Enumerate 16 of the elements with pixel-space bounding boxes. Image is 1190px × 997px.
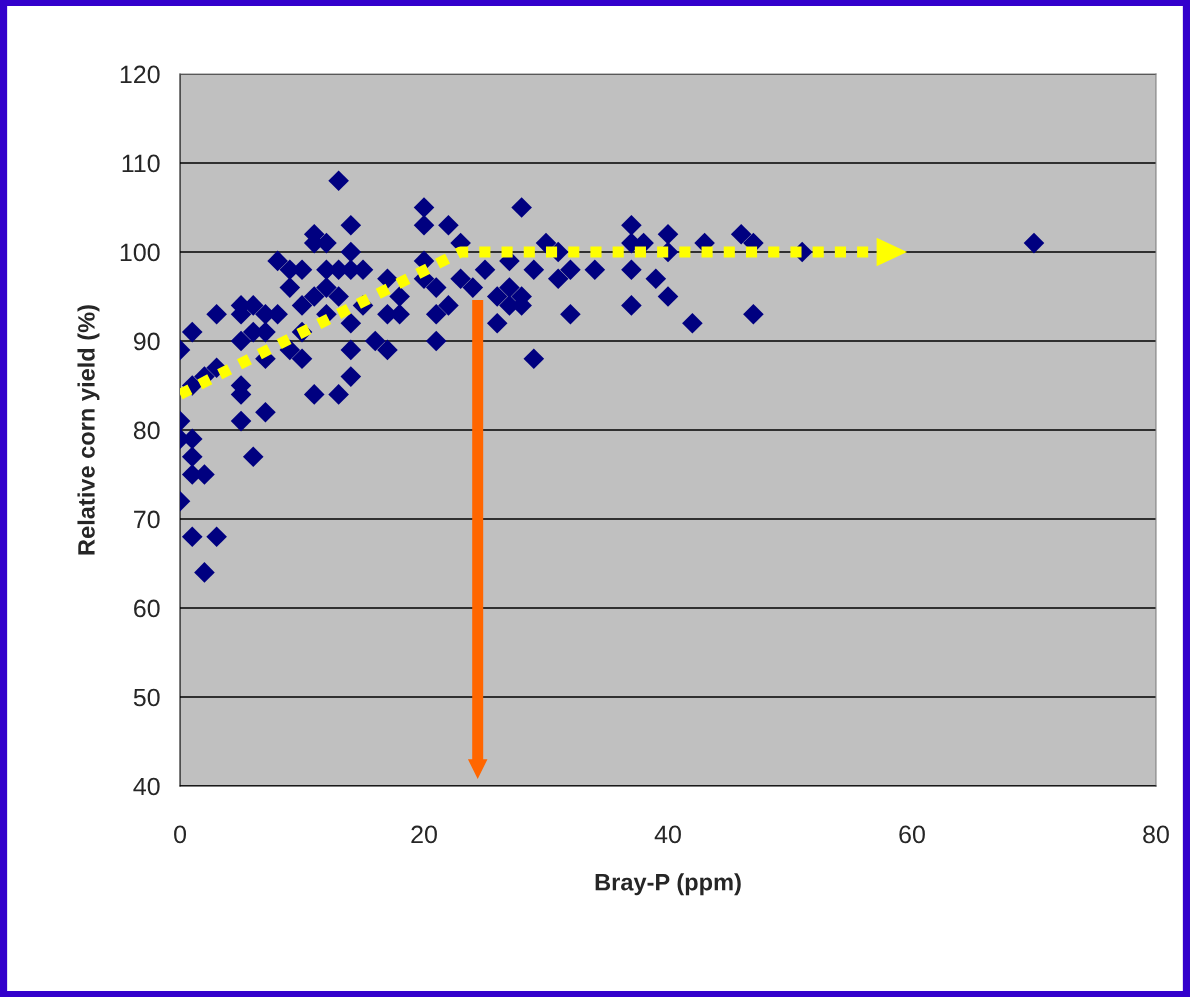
y-tick-label: 100 — [120, 243, 160, 262]
y-tick-label: 70 — [134, 510, 160, 529]
y-tick-label: 60 — [134, 599, 160, 618]
x-tick-label: 40 — [654, 825, 681, 844]
y-tick-label: 40 — [133, 777, 160, 796]
x-tick-label: 60 — [899, 825, 925, 844]
x-tick-label: 80 — [1143, 825, 1169, 844]
x-axis-title: Bray-P (ppm) — [595, 873, 741, 896]
y-axis-title: Relative corn yield (%) — [77, 305, 100, 555]
y-tick-label: 110 — [122, 154, 160, 173]
y-tick-label: 120 — [120, 65, 160, 84]
x-tick-label: 0 — [174, 825, 187, 844]
y-tick-label: 80 — [133, 421, 160, 440]
y-tick-label: 90 — [133, 332, 160, 351]
y-tick-label: 50 — [133, 688, 160, 707]
x-tick-label: 20 — [411, 825, 437, 844]
